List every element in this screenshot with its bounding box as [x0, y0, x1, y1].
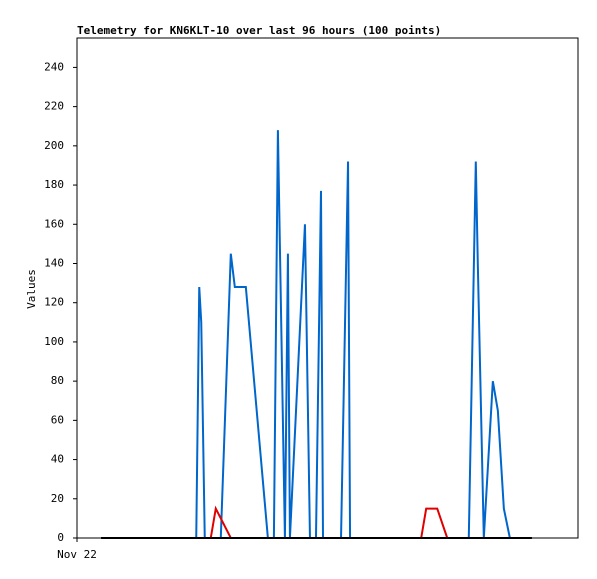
- y-tick-label: 200: [44, 139, 64, 152]
- y-tick-label: 20: [51, 492, 64, 505]
- y-tick-label: 180: [44, 178, 64, 191]
- y-tick-label: 60: [51, 413, 64, 426]
- plot-frame: [76, 37, 579, 539]
- y-axis-label: Values: [25, 269, 38, 309]
- y-tick-label: 0: [57, 531, 64, 544]
- x-tick-label: Nov 22: [57, 548, 97, 561]
- y-tick-label: 160: [44, 217, 64, 230]
- data-line: [195, 130, 511, 539]
- chart-title: Telemetry for KN6KLT-10 over last 96 hou…: [77, 24, 441, 37]
- y-tick-label: 80: [51, 374, 64, 387]
- data-line: [209, 505, 449, 539]
- y-tick-label: 240: [44, 60, 64, 73]
- y-tick-label: 100: [44, 335, 64, 348]
- y-tick-label: 140: [44, 256, 64, 269]
- y-tick-label: 120: [44, 296, 64, 309]
- y-tick-label: 40: [51, 453, 64, 466]
- y-tick-label: 220: [44, 100, 64, 113]
